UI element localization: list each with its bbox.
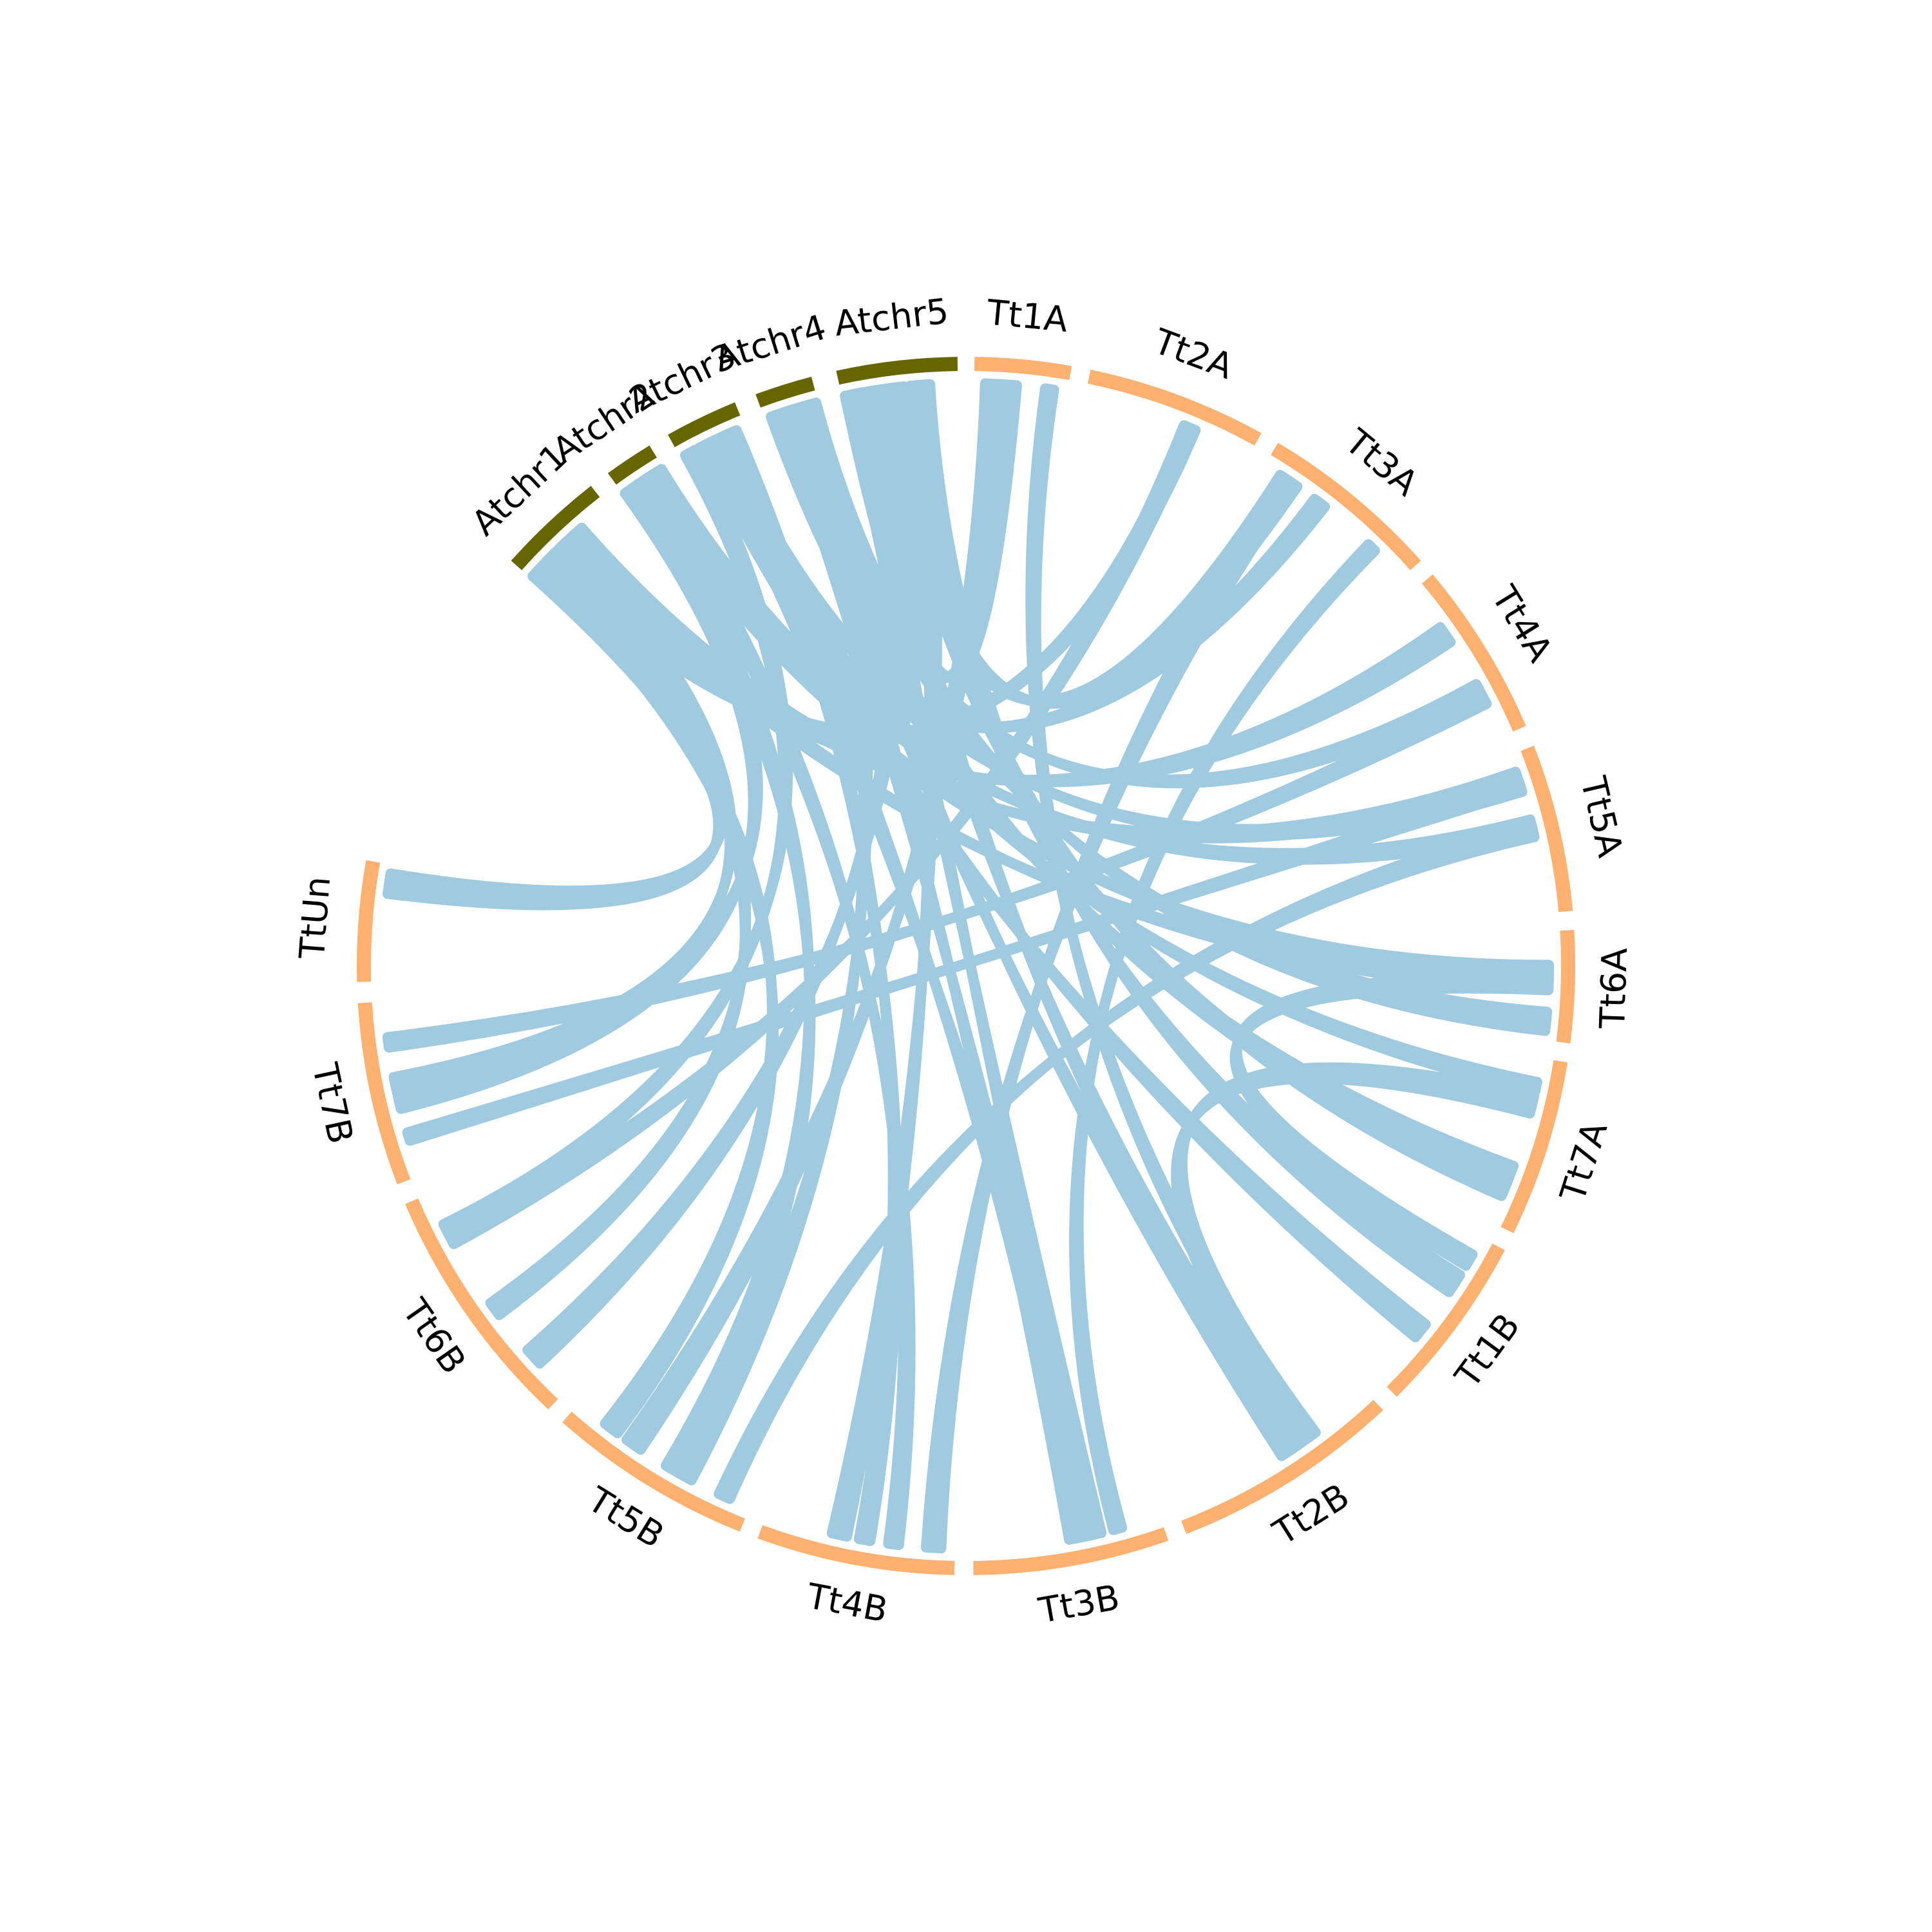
ideogram-Tt7A [1501, 1060, 1568, 1233]
ideogram-Tt2B [1181, 1399, 1383, 1534]
synteny-links [382, 378, 1554, 1554]
ideogram-Tt6A [1556, 929, 1576, 1044]
link-Tt3A-Tt3B [1069, 545, 1380, 1535]
chromosome-ring [356, 357, 1576, 1575]
ideogram-Tt1B [1387, 1243, 1505, 1397]
link-Tt5A-Tt7B [402, 785, 1528, 1138]
link-Tt7A-Tt2B [1171, 1073, 1535, 1448]
link-Atchr5-Tt1B [925, 379, 1455, 1298]
label-TtUn: TtUn [292, 875, 338, 961]
ideogram-Tt5B [562, 1412, 745, 1532]
ideogram-Tt1A [974, 357, 1072, 381]
link-Tt5A-Tt5B [714, 831, 1540, 1499]
label-Tt1A: Tt1A [985, 292, 1070, 340]
link-Atchr5-Tt6B [522, 381, 917, 1356]
link-Tt2A-Tt6B [443, 424, 1200, 1240]
ideogram-Tt3A [1271, 442, 1421, 571]
link-Atchr4-Tt6A [811, 397, 1551, 1036]
ideogram-Atchr1 [511, 486, 600, 571]
ideogram-Tt5A [1520, 745, 1573, 913]
link-Atchr2-Tt5B [633, 478, 815, 1471]
ideogram-Tt4B [757, 1525, 955, 1575]
ideogram-Tt3B [973, 1527, 1169, 1575]
ideogram-Atchr5 [836, 357, 958, 385]
link-Atchr1-TtUn [385, 556, 729, 896]
ideogram-Atchr4 [755, 376, 815, 408]
label-Tt6A: Tt6A [1592, 947, 1635, 1030]
link-Atchr3-Tt6B [438, 444, 793, 1229]
ideogram-Atchr3 [668, 402, 741, 448]
link-Tt6A-Tt1B [1229, 983, 1554, 1271]
link-Tt4A-Tt7B [382, 698, 1492, 1043]
ideogram-Tt6B [405, 1198, 558, 1410]
link-Atchr1-Tt6A [569, 529, 1554, 994]
ideogram-TtUn [356, 860, 381, 982]
ideogram-Tt4A [1421, 574, 1526, 732]
ideogram-Atchr2 [607, 445, 657, 485]
ideogram-Tt2A [1087, 370, 1262, 446]
link-Tt3A-Tt4B [921, 479, 1300, 1553]
ideogram-Tt7B [357, 1002, 411, 1185]
